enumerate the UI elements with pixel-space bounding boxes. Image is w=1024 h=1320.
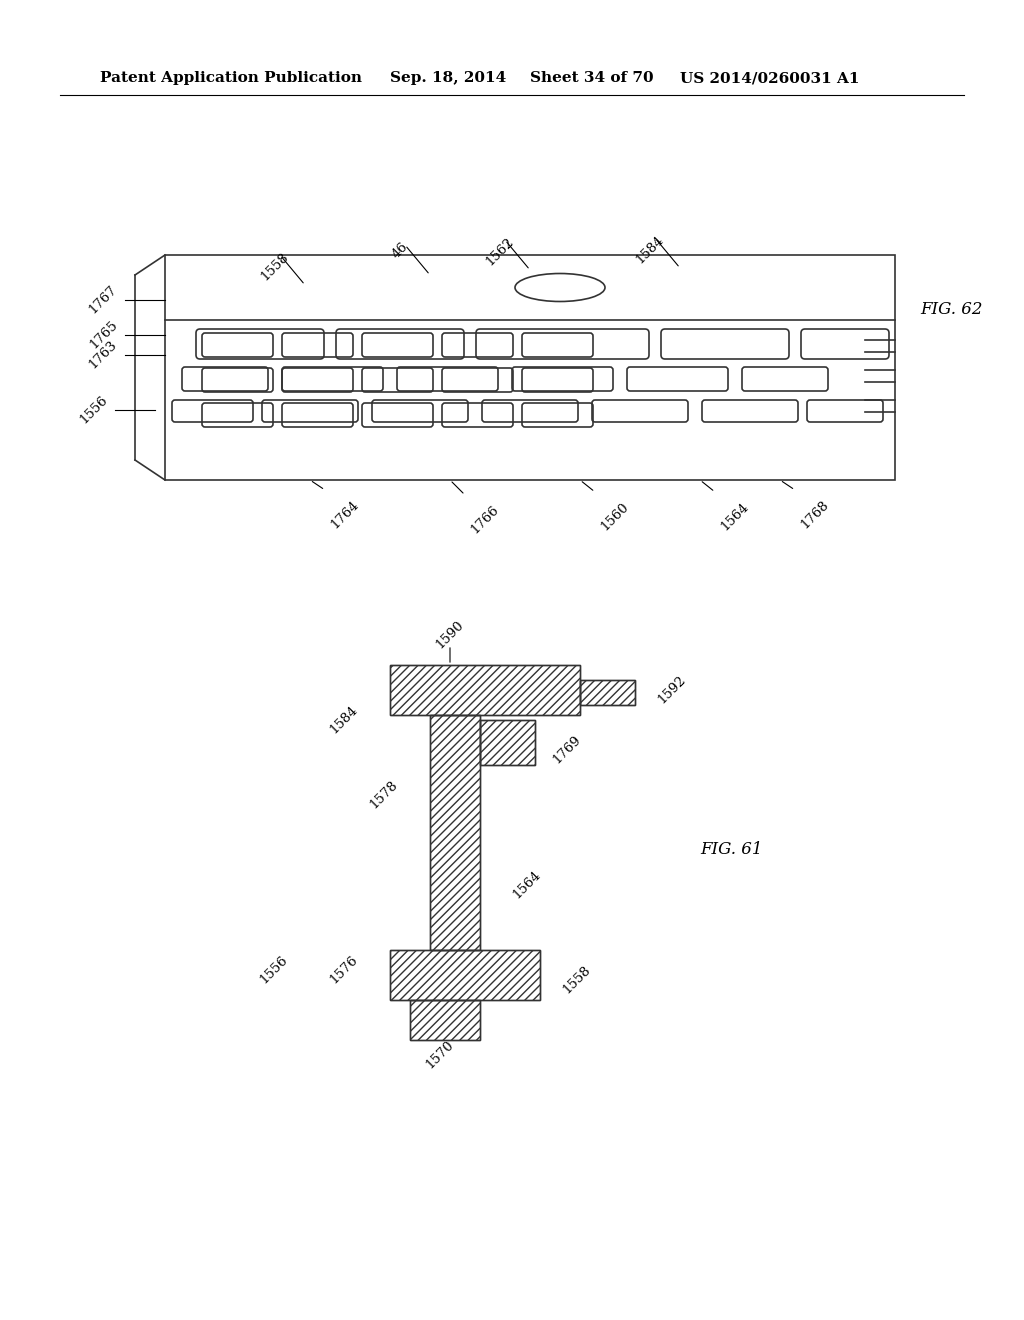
Text: 1558: 1558 — [560, 964, 593, 997]
Text: US 2014/0260031 A1: US 2014/0260031 A1 — [680, 71, 859, 84]
Text: 1584: 1584 — [634, 234, 667, 265]
Text: 1766: 1766 — [468, 503, 501, 536]
Bar — [480, 719, 535, 766]
Text: 1767: 1767 — [87, 284, 120, 317]
Text: FIG. 62: FIG. 62 — [920, 301, 982, 318]
Text: 1556: 1556 — [257, 953, 290, 986]
Bar — [390, 665, 580, 715]
Text: 1592: 1592 — [655, 673, 688, 706]
Text: 1590: 1590 — [433, 619, 467, 652]
Text: 1578: 1578 — [367, 779, 400, 812]
Bar — [390, 950, 540, 1001]
Text: 1558: 1558 — [258, 249, 292, 282]
Text: 1562: 1562 — [483, 235, 516, 268]
Bar — [165, 255, 895, 480]
Text: 1584: 1584 — [327, 704, 360, 737]
Text: Sep. 18, 2014: Sep. 18, 2014 — [390, 71, 506, 84]
Text: FIG. 61: FIG. 61 — [700, 842, 763, 858]
Bar — [480, 719, 535, 766]
Bar — [580, 680, 635, 705]
Text: 1768: 1768 — [798, 498, 831, 531]
Text: 1765: 1765 — [87, 318, 120, 351]
Bar — [390, 665, 580, 715]
Text: 1556: 1556 — [77, 393, 110, 426]
Text: 1570: 1570 — [424, 1039, 457, 1072]
Text: 1564: 1564 — [510, 869, 543, 902]
Bar — [410, 1001, 480, 1040]
Text: 46: 46 — [389, 240, 411, 261]
Bar — [430, 715, 480, 950]
Text: 1763: 1763 — [87, 338, 120, 371]
Bar — [580, 680, 635, 705]
Text: Sheet 34 of 70: Sheet 34 of 70 — [530, 71, 653, 84]
Text: Patent Application Publication: Patent Application Publication — [100, 71, 362, 84]
Text: 1769: 1769 — [550, 734, 583, 767]
Bar — [390, 950, 540, 1001]
Bar — [430, 715, 480, 950]
Text: 1576: 1576 — [327, 953, 360, 986]
Text: 1764: 1764 — [328, 498, 361, 531]
Text: 1560: 1560 — [598, 500, 631, 533]
Bar — [410, 1001, 480, 1040]
Text: 1564: 1564 — [718, 500, 751, 533]
